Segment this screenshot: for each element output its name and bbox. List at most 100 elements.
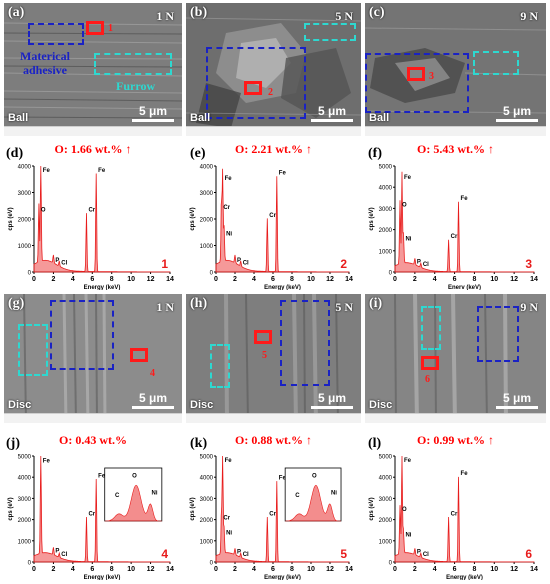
x-tick-label: 4 xyxy=(252,566,256,573)
y-tick-label: 1000 xyxy=(200,244,214,250)
eds-site-box xyxy=(421,356,439,370)
eds-site-box xyxy=(407,67,425,81)
x-tick-label: 4 xyxy=(71,566,75,573)
panel-letter: (c) xyxy=(369,5,385,20)
x-axis-label: Energy (keV) xyxy=(84,575,121,580)
eds-site-box xyxy=(244,81,262,95)
y-axis-label: cps (eV) xyxy=(369,497,375,520)
x-tick-label: 0 xyxy=(214,276,218,283)
sem-info-bar xyxy=(365,413,546,423)
y-tick-label: 5000 xyxy=(379,455,393,461)
panel-letter: (h) xyxy=(190,296,208,311)
sample-label: Ball xyxy=(190,112,211,124)
panel-letter: (e) xyxy=(190,146,206,161)
peak-label: Ni xyxy=(226,232,232,238)
y-tick-label: 4000 xyxy=(18,165,32,171)
peak-label: Fe xyxy=(279,171,287,177)
load-label: 5 N xyxy=(335,300,353,314)
eds-title: O: 0.43 wt.% xyxy=(59,433,127,447)
peak-label: Fe xyxy=(404,458,412,464)
eds-site-number: 3 xyxy=(429,71,434,82)
y-tick-label: 1000 xyxy=(379,249,393,255)
x-tick-label: 10 xyxy=(490,566,498,573)
x-tick-label: 14 xyxy=(530,566,538,573)
eds-spectrum-d: 0 1000 2000 3000 4000 0 2 4 6 8 10 12 14 Energy (keV)… xyxy=(8,165,174,291)
inset-spectrum xyxy=(285,484,342,522)
eds-site-box xyxy=(254,330,272,344)
y-tick-label: 0 xyxy=(210,561,214,567)
y-tick-label: 2000 xyxy=(200,518,214,524)
sem-panel-c: (c) 9 N 3 5 μm Ball xyxy=(365,3,546,136)
scale-label: 5 μm xyxy=(138,104,168,118)
furrow-box xyxy=(210,344,230,388)
spectrum-area xyxy=(215,455,350,563)
peak-label: Fe xyxy=(225,458,233,464)
y-tick-label: 0 xyxy=(389,271,393,277)
sample-label: Disc xyxy=(8,399,32,411)
peak-label: Fe xyxy=(461,196,469,202)
eds-spectrum-e: 0 1000 2000 3000 4000 0 2 4 6 8 10 12 14 Energy (keV)… xyxy=(190,165,353,291)
sem-panel-b: (b) 5 N 2 5 μm Ball xyxy=(186,3,361,136)
panel-letter: (f) xyxy=(368,146,382,161)
scale-bar: 5 μm xyxy=(311,391,353,409)
x-tick-label: 2 xyxy=(51,566,55,573)
load-label: 1 N xyxy=(156,9,174,23)
sem-panel-i: (i) 9 N 6 5 μm Disc xyxy=(365,294,546,423)
furrow-box xyxy=(473,51,519,75)
x-tick-label: 8 xyxy=(110,276,114,283)
spectrum-number: 1 xyxy=(161,257,168,271)
x-tick-label: 14 xyxy=(166,566,174,573)
peak-label: Cr xyxy=(223,516,230,522)
y-tick-label: 3000 xyxy=(18,497,32,503)
y-tick-label: 5000 xyxy=(200,455,214,461)
x-tick-label: 14 xyxy=(530,276,538,283)
sample-label: Ball xyxy=(8,112,29,124)
y-tick-label: 2000 xyxy=(379,228,393,234)
eds-site-box xyxy=(86,21,104,35)
x-tick-label: 6 xyxy=(271,276,275,283)
x-tick-label: 14 xyxy=(345,276,353,283)
eds-spectrum-j: 0 1000 2000 3000 4000 5000 0 2 4 6 8 10 12 14 Energy (… xyxy=(8,455,174,581)
x-tick-label: 4 xyxy=(71,276,75,283)
eds-spectrum-k: 0 1000 2000 3000 4000 5000 0 2 4 6 8 10 12 14 Energy (… xyxy=(190,455,353,581)
panel-letter: (i) xyxy=(369,296,383,311)
inset-spectrum xyxy=(104,484,162,522)
adhesive-box xyxy=(280,300,330,386)
x-tick-label: 8 xyxy=(290,276,294,283)
y-axis-label: cps (eV) xyxy=(8,497,14,520)
peak-label: P xyxy=(417,260,421,266)
x-tick-label: 8 xyxy=(110,566,114,573)
peak-label: Fe xyxy=(279,475,287,481)
y-tick-label: 1000 xyxy=(200,539,214,545)
spectrum-area xyxy=(33,165,171,273)
sem-info-bar xyxy=(186,413,361,423)
sem-panel-a: (a) 1 N 1 Materical adhesive Furrow 5 μm… xyxy=(4,3,182,136)
x-tick-label: 6 xyxy=(90,566,94,573)
x-tick-label: 4 xyxy=(433,566,437,573)
peak-label: P xyxy=(417,550,421,556)
inset-label: Ni xyxy=(152,491,158,497)
eds-title: O: 0.99 wt.% ↑ xyxy=(417,433,494,447)
y-axis-label: cps (eV) xyxy=(190,207,196,230)
scale-label: 5 μm xyxy=(317,391,347,405)
sem-info-bar xyxy=(365,126,546,136)
furrow-box xyxy=(94,53,172,75)
y-tick-label: 3000 xyxy=(379,207,393,213)
x-tick-label: 12 xyxy=(326,276,334,283)
y-tick-label: 4000 xyxy=(18,476,32,482)
sem-info-bar xyxy=(186,126,361,136)
spectrum-number: 2 xyxy=(340,257,347,271)
x-tick-label: 10 xyxy=(307,566,315,573)
peak-label: Cr xyxy=(451,234,458,240)
peak-label: Cr xyxy=(269,213,276,219)
x-tick-label: 4 xyxy=(252,276,256,283)
furrow-box xyxy=(304,23,356,41)
furrow-box xyxy=(421,306,441,350)
eds-site-box xyxy=(130,348,148,362)
peak-label: Cr xyxy=(88,208,95,214)
inset-label: O xyxy=(312,474,317,480)
spectrum-area xyxy=(394,455,535,563)
peak-label: Fe xyxy=(43,168,51,174)
peak-label: Cl xyxy=(61,261,67,267)
adhesive-box xyxy=(50,300,114,370)
